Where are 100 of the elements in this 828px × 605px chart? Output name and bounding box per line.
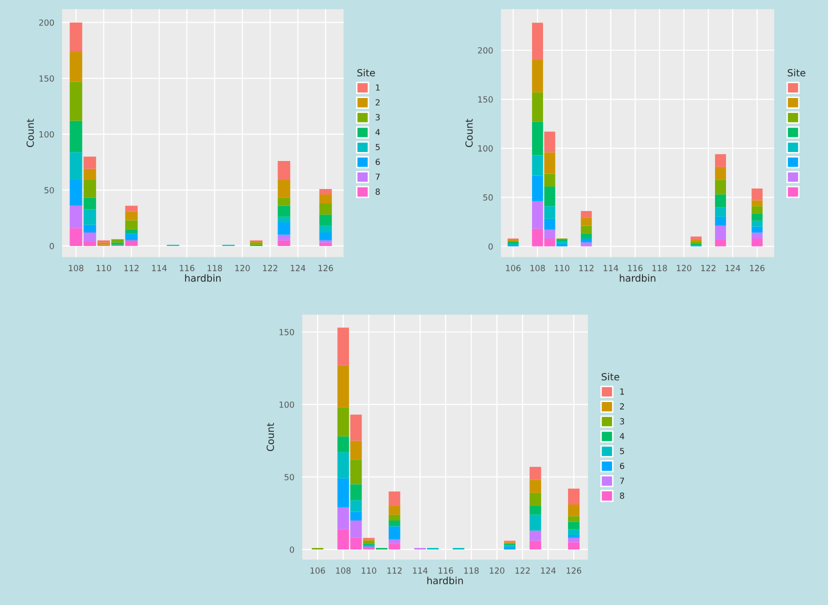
legend-label: 4 xyxy=(375,129,380,136)
bar xyxy=(544,186,556,206)
bar xyxy=(350,460,362,484)
bar xyxy=(752,188,763,200)
bar xyxy=(715,226,726,240)
bar xyxy=(84,232,96,242)
bar xyxy=(70,22,82,52)
bar xyxy=(508,241,519,244)
x-tick-label: 116 xyxy=(180,264,194,272)
bar xyxy=(580,242,592,246)
x-tick-label: 118 xyxy=(208,264,222,272)
x-tick-label: 126 xyxy=(566,567,582,574)
bar xyxy=(84,198,96,210)
legend-title: Site xyxy=(357,68,375,76)
bar xyxy=(532,92,544,122)
bar xyxy=(752,220,763,227)
bar xyxy=(278,240,290,246)
bar xyxy=(544,132,556,152)
bar xyxy=(84,168,96,180)
bar xyxy=(532,201,544,229)
y-tick-label: 100 xyxy=(478,145,493,152)
bar xyxy=(84,209,96,225)
bar xyxy=(530,480,542,493)
y-axis-title: Count xyxy=(266,422,274,452)
bar xyxy=(337,328,349,366)
x-tick-label: 108 xyxy=(336,567,351,574)
bar xyxy=(544,174,556,187)
bar xyxy=(319,214,332,226)
bar xyxy=(544,152,556,174)
bar xyxy=(568,504,580,516)
bar xyxy=(70,206,82,228)
y-tick-label: 0 xyxy=(290,546,294,553)
y-tick-label: 200 xyxy=(39,19,54,26)
bar xyxy=(530,514,542,531)
legend-label: 8 xyxy=(376,188,380,195)
x-tick-label: 122 xyxy=(701,264,716,272)
x-tick-label: 122 xyxy=(263,264,278,272)
bar xyxy=(544,206,556,219)
y-tick-label: 0 xyxy=(50,242,54,250)
bar xyxy=(580,218,592,226)
bar xyxy=(350,500,362,512)
x-tick-label: 118 xyxy=(652,264,667,272)
y-tick-label: 150 xyxy=(280,328,294,336)
bar xyxy=(70,82,82,121)
y-tick-label: 200 xyxy=(478,47,493,54)
x-tick-label: 122 xyxy=(516,567,530,574)
legend-label: 3 xyxy=(620,418,624,424)
x-tick-label: 110 xyxy=(362,567,376,574)
bar xyxy=(337,478,349,508)
bar xyxy=(568,522,580,530)
legend-label: 7 xyxy=(620,478,624,484)
bar xyxy=(715,166,726,180)
bar xyxy=(278,206,290,217)
bar xyxy=(319,203,332,215)
x-axis-title: hardbin xyxy=(185,274,221,282)
bar xyxy=(690,236,702,240)
bar xyxy=(125,211,138,220)
bar xyxy=(715,216,726,226)
bar xyxy=(752,238,763,246)
bar xyxy=(70,120,82,152)
bar xyxy=(532,60,544,92)
legend-label: 3 xyxy=(376,114,380,120)
bar xyxy=(125,206,138,212)
x-tick-label: 124 xyxy=(541,567,556,574)
bar xyxy=(278,161,290,180)
bar xyxy=(84,224,96,233)
bar xyxy=(278,180,290,198)
x-tick-label: 116 xyxy=(438,567,454,574)
x-tick-label: 114 xyxy=(413,568,428,574)
x-tick-label: 112 xyxy=(579,264,594,272)
bar xyxy=(337,452,349,478)
y-tick-label: 150 xyxy=(39,75,54,82)
bar xyxy=(278,198,290,206)
bar xyxy=(337,365,349,408)
bar xyxy=(388,491,400,506)
x-tick-label: 106 xyxy=(310,567,326,574)
y-tick-label: 50 xyxy=(483,194,493,201)
bar xyxy=(715,180,726,194)
x-tick-label: 110 xyxy=(554,264,570,272)
legend-label: 7 xyxy=(376,174,380,180)
bar xyxy=(568,516,580,522)
bar xyxy=(70,152,82,180)
bar xyxy=(530,466,542,480)
legend-label: 5 xyxy=(376,144,380,150)
bar xyxy=(388,526,400,540)
x-axis-title: hardbin xyxy=(620,274,656,282)
legend-title: Site xyxy=(602,372,620,380)
bar xyxy=(350,440,362,460)
x-tick-label: 108 xyxy=(530,264,545,272)
y-tick-label: 100 xyxy=(280,401,294,408)
bar xyxy=(580,238,592,242)
bar xyxy=(350,414,362,441)
y-tick-label: 150 xyxy=(478,96,493,103)
y-axis-title: Count xyxy=(26,118,34,147)
bar xyxy=(388,520,400,526)
bar xyxy=(715,207,726,217)
bar xyxy=(319,188,332,195)
bar xyxy=(350,512,362,520)
bar xyxy=(337,436,349,452)
x-tick-label: 120 xyxy=(676,264,692,272)
